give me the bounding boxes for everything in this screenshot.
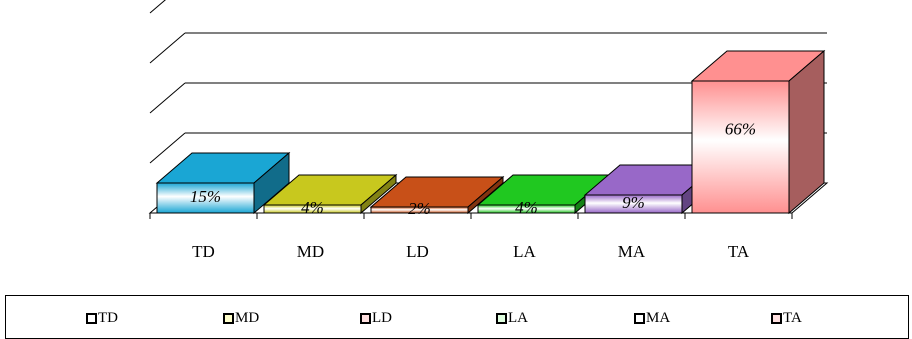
x-tick-label-md: MD [297,242,324,261]
bar-side [788,49,825,215]
legend-swatch [634,313,645,324]
gridline-wall [149,82,186,114]
legend-swatch [360,313,371,324]
bar-ld [369,175,505,215]
legend-item-td: TD [86,310,118,327]
bar-front [156,182,255,214]
legend-swatch [771,313,782,324]
legend-label: MA [646,310,671,326]
bar-front [691,80,790,214]
bar-md [262,173,398,215]
data-label-la: 4% [515,198,538,217]
gridline-wall [149,32,186,64]
legend-item-ma: MA [634,310,670,327]
x-tick-label-ta: TA [728,242,750,261]
data-label-ma: 9% [622,193,645,212]
legend-item-md: MD [223,310,259,327]
gridline-wall [149,132,186,164]
labels: 15% TD 4% MD 2% LD 4% LA 9% MA 66% TA [190,120,756,261]
x-tick-label-td: TD [192,242,215,261]
data-label-md: 4% [301,198,324,217]
bar-td [155,151,291,215]
data-label-td: 15% [190,187,221,206]
legend-swatch [86,313,97,324]
gridline-wall [149,0,166,14]
legend-label: LA [508,310,528,326]
legend-item-ld: LD [360,310,392,327]
legend-item-la: LA [496,310,528,327]
legend: TD MD LD LA MA TA [5,295,909,339]
x-tick-label-la: LA [513,242,536,261]
legend-swatch [223,313,234,324]
legend-label: LD [372,310,392,326]
bar-chart: 15% TD 4% MD 2% LD 4% LA 9% MA 66% TA [148,0,829,261]
x-tick-label-ld: LD [406,242,429,261]
bar-ta [690,49,826,215]
legend-label: MD [235,310,260,326]
bar-side [360,173,397,215]
legend-item-ta: TA [771,310,802,327]
data-label-ta: 66% [725,120,756,139]
bars [155,49,826,215]
legend-label: TD [98,310,118,326]
data-label-ld: 2% [408,199,431,218]
legend-label: TA [783,310,802,326]
x-tick-label-ma: MA [618,242,646,261]
legend-swatch [496,313,507,324]
